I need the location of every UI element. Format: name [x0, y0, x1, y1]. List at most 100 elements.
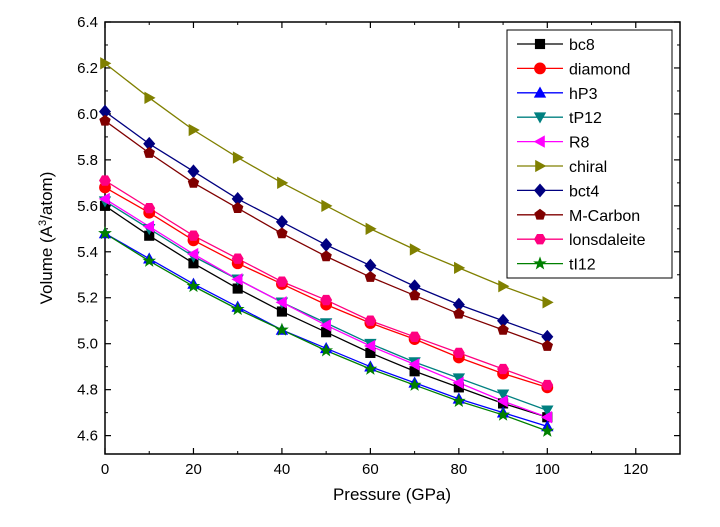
data-point-chiral — [321, 199, 333, 213]
legend-marker-diamond — [534, 62, 546, 75]
data-point-lonsdaleite — [408, 331, 421, 342]
data-point-M-Carbon — [320, 250, 332, 262]
data-point-chiral — [277, 176, 289, 190]
data-point-tP12 — [496, 389, 510, 401]
data-point-chiral — [498, 280, 510, 293]
data-point-chiral — [409, 243, 421, 256]
data-point-tI12 — [407, 377, 422, 391]
x-tick-label: 60 — [362, 461, 379, 478]
x-tick-label: 120 — [623, 461, 648, 478]
data-point-R8 — [319, 319, 331, 332]
series-markers — [98, 57, 555, 437]
data-point-R8 — [231, 273, 243, 286]
data-point-R8 — [98, 192, 110, 206]
data-point-R8 — [364, 339, 376, 353]
legend-label-R8: R8 — [569, 135, 590, 152]
data-point-tI12 — [540, 423, 555, 437]
legend-label-diamond: diamond — [569, 61, 630, 78]
y-tick-label: 5.0 — [77, 336, 98, 353]
y-tick-label: 4.8 — [77, 382, 98, 399]
data-point-lonsdaleite — [364, 315, 377, 326]
data-point-M-Carbon — [276, 227, 288, 239]
y-axis-title-sup: 3 — [37, 220, 49, 226]
data-point-tI12 — [496, 407, 510, 421]
data-point-tI12 — [186, 279, 201, 293]
legend-marker-R8 — [533, 135, 545, 148]
data-point-M-Carbon — [541, 340, 554, 351]
legend-marker-tP12 — [533, 112, 547, 124]
data-point-M-Carbon — [364, 271, 377, 282]
data-point-M-Carbon — [231, 202, 244, 213]
x-tick-label: 100 — [535, 461, 560, 478]
data-point-chiral — [232, 151, 245, 164]
data-point-tI12 — [98, 226, 112, 240]
data-point-lonsdaleite — [231, 253, 244, 264]
legend-label-tI12: tI12 — [569, 257, 596, 274]
data-point-M-Carbon — [408, 289, 421, 301]
x-tick-label: 80 — [451, 461, 468, 478]
y-tick-label: 5.2 — [77, 290, 98, 307]
x-tick-label: 40 — [274, 461, 291, 478]
legend-label-hP3: hP3 — [569, 86, 598, 103]
y-tick-label: 6.0 — [77, 106, 98, 123]
y-tick-label: 5.4 — [77, 244, 98, 261]
data-point-chiral — [542, 296, 554, 309]
legend-marker-lonsdaleite — [534, 234, 546, 245]
x-tick-label: 20 — [185, 461, 202, 478]
data-point-lonsdaleite — [320, 294, 333, 306]
data-point-R8 — [187, 247, 199, 261]
data-point-R8 — [408, 358, 420, 371]
legend-box — [506, 29, 673, 279]
y-tick-label: 6.4 — [77, 14, 98, 31]
data-point-R8 — [452, 376, 464, 389]
legend-marker-M-Carbon — [534, 208, 546, 220]
data-point-R8 — [142, 220, 155, 233]
data-point-chiral — [365, 222, 377, 235]
legend: bc8 diamond hP3 tP12 R8 chiral bct4 M-Carbon lon… — [506, 29, 673, 279]
y-tick-label: 5.8 — [77, 152, 98, 169]
legend-label-lonsdaleite: lonsdaleite — [569, 232, 646, 249]
data-point-tI12 — [451, 393, 466, 408]
data-point-tI12 — [363, 361, 378, 375]
data-point-M-Carbon — [453, 307, 465, 319]
data-point-chiral — [144, 91, 156, 105]
data-point-tI12 — [230, 302, 245, 316]
legend-label-bc8: bc8 — [569, 37, 595, 54]
data-point-M-Carbon — [143, 146, 155, 158]
data-point-tI12 — [319, 343, 334, 357]
data-point-R8 — [540, 411, 553, 424]
y-tick-label: 5.6 — [77, 198, 98, 215]
data-point-tI12 — [275, 322, 289, 336]
y-axis-title: Volume (A3/atom) — [37, 172, 56, 305]
legend-marker-bc8 — [534, 38, 546, 50]
legend-label-bct4: bct4 — [569, 183, 599, 200]
data-point-lonsdaleite — [452, 347, 465, 359]
data-point-M-Carbon — [99, 114, 111, 126]
data-point-R8 — [275, 296, 287, 309]
legend-marker-chiral — [535, 159, 547, 173]
legend-label-M-Carbon: M-Carbon — [569, 208, 640, 225]
legend-label-tP12: tP12 — [569, 110, 602, 127]
legend-label-chiral: chiral — [569, 159, 607, 176]
data-point-lonsdaleite — [275, 276, 288, 287]
y-tick-label: 6.2 — [77, 60, 98, 77]
legend-marker-tI12 — [533, 256, 547, 270]
data-point-lonsdaleite — [99, 175, 111, 186]
data-point-lonsdaleite — [497, 363, 510, 375]
data-point-R8 — [496, 394, 508, 408]
legend-marker-hP3 — [533, 86, 547, 98]
data-point-lonsdaleite — [187, 230, 200, 241]
data-point-lonsdaleite — [541, 379, 554, 391]
data-point-chiral — [100, 57, 112, 70]
data-point-M-Carbon — [497, 323, 509, 335]
legend-marker-bct4 — [533, 183, 547, 198]
x-tick-label: 0 — [101, 461, 109, 478]
data-point-tP12 — [541, 405, 554, 417]
y-tick-label: 4.6 — [77, 428, 98, 445]
x-axis-title: Pressure (GPa) — [333, 485, 451, 504]
data-point-chiral — [454, 261, 466, 275]
y-axis-title-pre: Volume (A — [37, 225, 56, 304]
data-point-lonsdaleite — [143, 202, 156, 214]
data-point-tI12 — [142, 253, 157, 267]
